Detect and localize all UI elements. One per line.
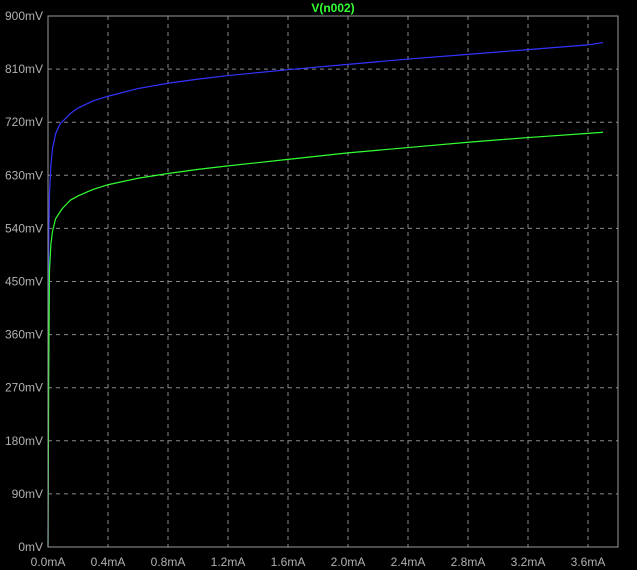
series-layer (47, 41, 604, 548)
series-line-green (47, 131, 604, 548)
x-tick-label: 2.0mA (331, 555, 366, 569)
plot-frame (47, 15, 619, 548)
x-tick-label: 2.8mA (451, 555, 486, 569)
y-tick-label: 720mV (5, 115, 43, 129)
series-line-blue (47, 41, 604, 548)
grid-lines (48, 16, 618, 547)
x-tick-label: 0.0mA (31, 555, 66, 569)
y-tick-label: 900mV (5, 9, 43, 23)
y-tick-label: 810mV (5, 62, 43, 76)
x-tick-label: 3.2mA (511, 555, 546, 569)
y-tick-label: 0mV (18, 540, 43, 554)
y-tick-label: 540mV (5, 221, 43, 235)
y-tick-label: 360mV (5, 328, 43, 342)
y-tick-labels: 0mV 90mV 180mV 270mV 360mV 450mV 540mV 630mV 720… (5, 9, 43, 554)
x-tick-label: 1.2mA (211, 555, 246, 569)
x-tick-label: 0.4mA (91, 555, 126, 569)
x-tick-label: 1.6mA (271, 555, 306, 569)
y-tick-label: 450mV (5, 275, 43, 289)
y-tick-label: 630mV (5, 168, 43, 182)
x-tick-label: 0.8mA (151, 555, 186, 569)
x-tick-label: 3.6mA (571, 555, 606, 569)
chart-title: V(n002) (311, 1, 354, 15)
x-tick-label: 2.4mA (391, 555, 426, 569)
y-tick-label: 270mV (5, 381, 43, 395)
y-tick-label: 90mV (12, 487, 43, 501)
y-tick-label: 180mV (5, 434, 43, 448)
x-tick-labels: 0.0mA 0.4mA 0.8mA 1.2mA 1.6mA 2.0mA 2.4mA 2.8mA… (31, 555, 606, 569)
